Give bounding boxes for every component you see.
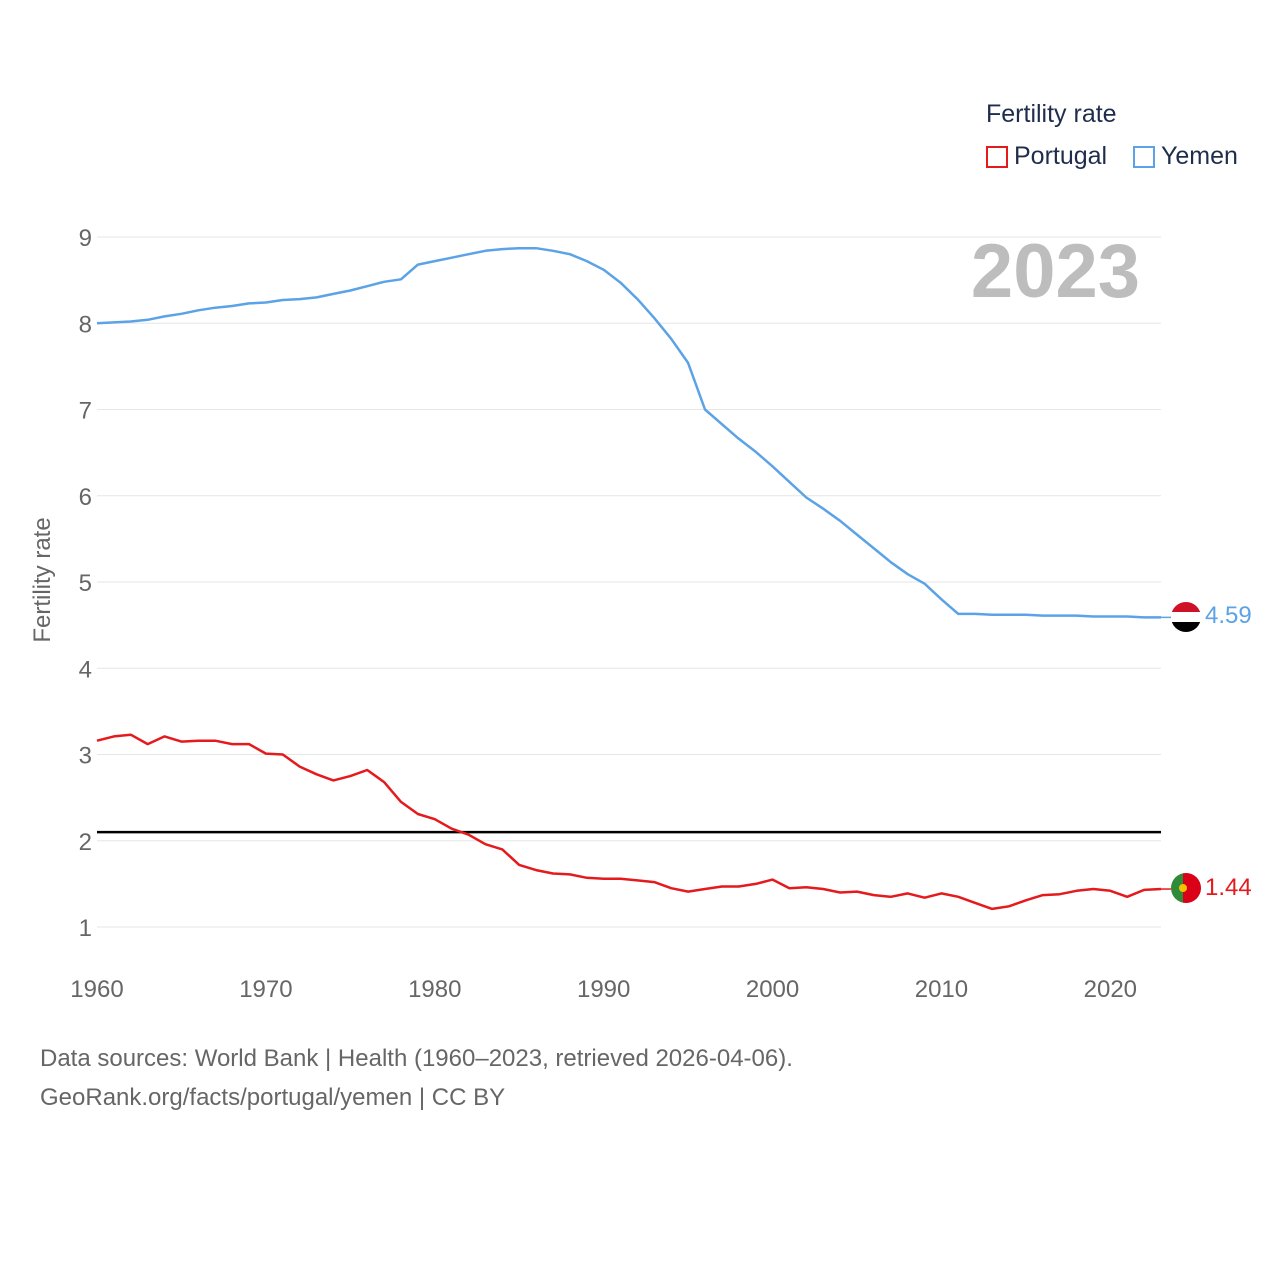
x-axis-ticks: 1960 1970 1980 1990 2000 2010 2020: [70, 976, 1137, 1003]
data-source-text: Data sources: World Bank | Health (1960–…: [40, 1045, 793, 1072]
y-tick-label: 6: [79, 484, 92, 511]
x-tick-label: 1970: [239, 976, 292, 1003]
y-tick-label: 9: [79, 225, 92, 252]
yemen-end-value: 4.59: [1205, 602, 1252, 629]
y-tick-label: 2: [79, 829, 92, 856]
y-tick-label: 8: [79, 311, 92, 338]
y-tick-label: 3: [79, 743, 92, 770]
x-tick-label: 2000: [746, 976, 799, 1003]
yemen-flag-icon: [1171, 602, 1201, 632]
x-tick-label: 1980: [408, 976, 461, 1003]
legend-label-portugal: Portugal: [1014, 142, 1108, 170]
y-tick-label: 1: [79, 915, 92, 942]
x-tick-label: 1990: [577, 976, 630, 1003]
grid-lines: [97, 236, 1161, 928]
x-tick-label: 2010: [915, 976, 968, 1003]
y-tick-label: 7: [79, 398, 92, 425]
x-tick-label: 1960: [70, 976, 123, 1003]
portugal-end-value: 1.44: [1205, 874, 1252, 901]
legend-item-yemen[interactable]: Yemen: [1133, 142, 1238, 171]
legend-label-yemen: Yemen: [1161, 142, 1238, 170]
x-tick-label: 2020: [1084, 976, 1137, 1003]
current-year-label: 2023: [970, 229, 1140, 314]
y-axis-ticks: 1 2 3 4 5 6 7 8 9: [79, 225, 92, 942]
y-tick-label: 4: [79, 656, 92, 683]
series-line-portugal: [96, 733, 1162, 911]
series-lines: [96, 246, 1171, 911]
series-line-yemen: [96, 246, 1161, 619]
legend-item-portugal[interactable]: Portugal: [986, 142, 1107, 171]
attribution-link[interactable]: GeoRank.org/facts/portugal/yemen | CC BY: [40, 1084, 506, 1111]
portugal-flag-icon: [1171, 873, 1201, 903]
y-tick-label: 5: [79, 570, 92, 597]
legend-swatch-portugal: [986, 145, 1008, 168]
legend-swatch-yemen: [1133, 145, 1155, 168]
y-axis-label: Fertility rate: [29, 517, 56, 642]
legend-title: Fertility rate: [986, 100, 1117, 128]
